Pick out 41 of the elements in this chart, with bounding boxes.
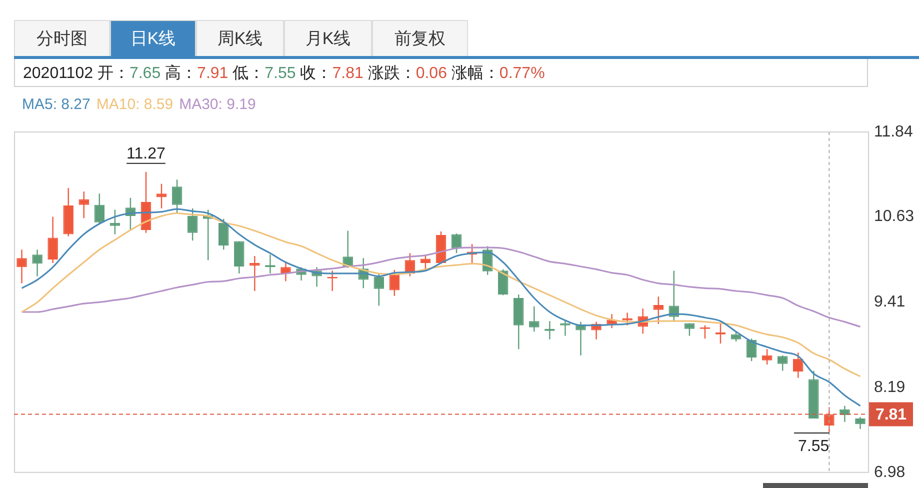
candlestick xyxy=(94,193,105,224)
candlestick xyxy=(684,322,695,336)
text: 月K线 xyxy=(284,20,372,56)
y-tick-label: 10.63 xyxy=(874,208,914,226)
candlestick xyxy=(16,249,27,284)
y-tick-label: 9.41 xyxy=(874,294,906,311)
candlestick xyxy=(529,306,540,332)
text: 日K线 xyxy=(110,20,196,56)
candlestick xyxy=(560,319,570,336)
y-tick-label: 6.98 xyxy=(874,464,906,481)
text: 分时图 xyxy=(14,20,110,56)
candlestick xyxy=(218,218,229,250)
text: MA30: 9.19 xyxy=(179,96,256,113)
text: 前复权 xyxy=(372,20,468,56)
candlestick xyxy=(78,190,89,219)
text: MA10: 8.59 xyxy=(96,96,174,113)
candlestick xyxy=(156,183,167,209)
candlestick xyxy=(653,296,664,325)
text: 周K线 xyxy=(196,20,284,56)
candlestick xyxy=(730,332,742,342)
candlestick xyxy=(280,262,291,282)
text: MA5: 8.27 xyxy=(22,96,90,113)
candlestick xyxy=(172,179,182,214)
y-tick-label: 8.19 xyxy=(874,379,906,396)
candlestick xyxy=(234,240,244,274)
candlestick xyxy=(746,338,757,362)
candlestick xyxy=(762,348,772,366)
candlestick xyxy=(32,249,42,277)
y-tick-label: 11.84 xyxy=(874,123,913,140)
candlestick xyxy=(855,416,866,430)
candlestick xyxy=(110,209,120,235)
annotation: 7.55 xyxy=(798,438,830,455)
candlestick xyxy=(840,405,850,423)
text: 20201102 开：7.65 高：7.91 低：7.55 收：7.81 涨跌：0.06 涨幅：0.77% xyxy=(23,65,545,82)
line-series xyxy=(20,208,862,407)
candlestick xyxy=(250,255,260,292)
annotation: 11.27 xyxy=(126,145,166,162)
candlestick xyxy=(48,216,58,264)
candlestick xyxy=(498,268,508,296)
line-series xyxy=(20,212,862,378)
ref-line-label: 7.81 xyxy=(875,406,907,424)
